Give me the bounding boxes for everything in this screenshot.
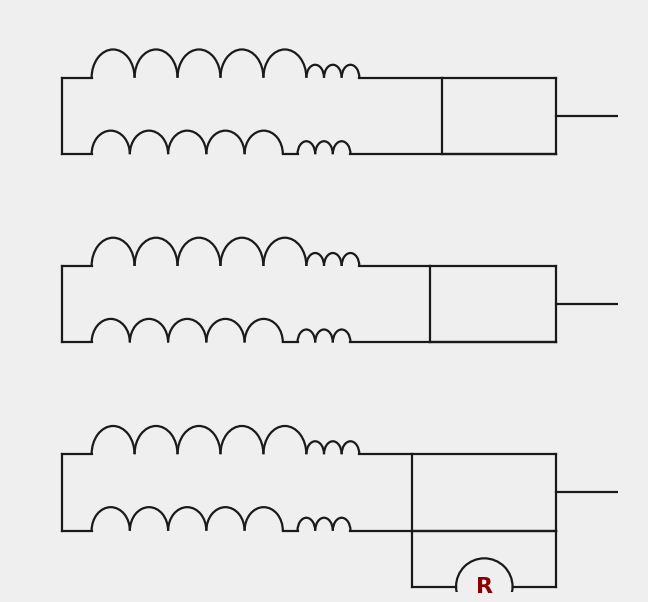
- Text: R: R: [476, 577, 493, 597]
